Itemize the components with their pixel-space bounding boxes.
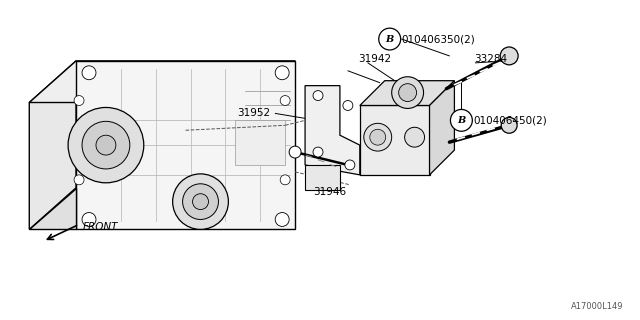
Text: 33284: 33284 — [474, 54, 508, 64]
Circle shape — [500, 47, 518, 65]
Circle shape — [379, 28, 401, 50]
Polygon shape — [305, 86, 360, 175]
Circle shape — [182, 184, 218, 220]
Polygon shape — [236, 120, 285, 165]
Circle shape — [451, 109, 472, 131]
Circle shape — [193, 194, 209, 210]
Circle shape — [96, 135, 116, 155]
Circle shape — [280, 96, 290, 106]
Circle shape — [82, 66, 96, 80]
Circle shape — [74, 96, 84, 106]
Circle shape — [68, 108, 144, 183]
Circle shape — [364, 123, 392, 151]
Circle shape — [275, 66, 289, 80]
Circle shape — [74, 175, 84, 185]
Circle shape — [392, 77, 424, 108]
Circle shape — [280, 175, 290, 185]
Text: A17000L149: A17000L149 — [571, 302, 623, 311]
Text: 31942: 31942 — [358, 54, 391, 64]
Text: FRONT: FRONT — [83, 222, 118, 232]
Circle shape — [173, 174, 228, 229]
Polygon shape — [29, 61, 295, 102]
Text: 31952: 31952 — [237, 108, 270, 118]
Text: B: B — [457, 116, 465, 125]
Circle shape — [345, 160, 355, 170]
Polygon shape — [29, 61, 76, 229]
Text: B: B — [385, 35, 394, 44]
Circle shape — [82, 212, 96, 227]
Polygon shape — [76, 61, 295, 229]
Polygon shape — [29, 188, 76, 229]
Circle shape — [370, 129, 386, 145]
Circle shape — [399, 84, 417, 101]
Circle shape — [313, 91, 323, 100]
Polygon shape — [360, 81, 454, 106]
Text: 010406450(2): 010406450(2) — [474, 115, 547, 125]
Circle shape — [82, 121, 130, 169]
Circle shape — [289, 146, 301, 158]
Polygon shape — [305, 165, 340, 190]
Polygon shape — [429, 81, 454, 175]
Polygon shape — [360, 106, 429, 175]
Text: 010406350(2): 010406350(2) — [402, 34, 476, 44]
Text: 31946: 31946 — [314, 187, 346, 197]
Circle shape — [275, 212, 289, 227]
Circle shape — [404, 127, 424, 147]
Circle shape — [313, 147, 323, 157]
Circle shape — [343, 100, 353, 110]
Circle shape — [501, 117, 517, 133]
